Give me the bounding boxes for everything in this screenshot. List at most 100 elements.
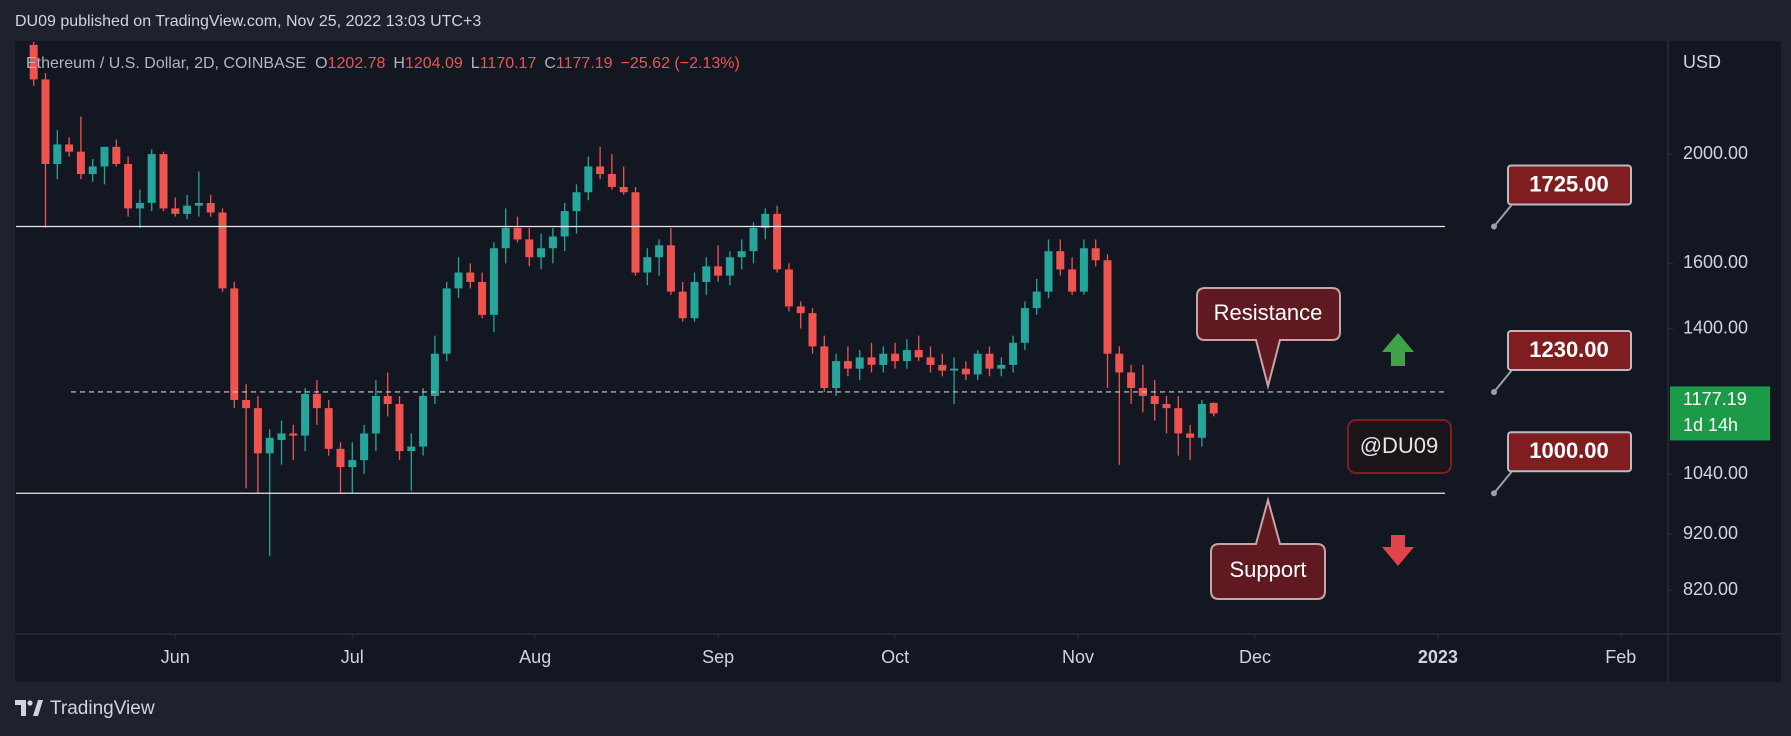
ohlc-value: 1177.19	[556, 55, 613, 72]
level-box	[1507, 329, 1632, 371]
candle-body	[1009, 342, 1018, 365]
ohlc-letter: O	[315, 55, 327, 72]
candle-body	[619, 186, 628, 193]
candle-body	[206, 202, 215, 213]
candle-body	[419, 395, 428, 447]
candle-body	[135, 202, 144, 209]
down-arrow	[1382, 535, 1414, 566]
candle-body	[407, 446, 416, 452]
x-tick-label: Dec	[1239, 647, 1271, 667]
candle-body	[761, 213, 770, 228]
candle-body	[230, 288, 239, 400]
candle-body	[666, 245, 675, 292]
symbol-name: Ethereum / U.S. Dollar, 2D, COINBASE	[26, 55, 306, 72]
candle-body	[159, 154, 168, 209]
last-price: 1177.19	[1683, 389, 1747, 409]
publish-header: DU09 published on TradingView.com, Nov 2…	[15, 13, 481, 30]
candle-body	[88, 166, 97, 175]
footer-logo	[15, 700, 43, 716]
candles	[29, 42, 1218, 556]
candle-body	[1056, 251, 1065, 270]
candle-body	[1209, 402, 1218, 414]
candle-body	[985, 353, 994, 369]
candle-body	[961, 368, 970, 375]
candle-body	[950, 368, 959, 371]
candle-body	[655, 245, 664, 258]
candle-body	[100, 146, 109, 167]
candle-body	[348, 460, 357, 468]
candle-body	[360, 433, 369, 461]
candle-body	[879, 353, 888, 365]
level-pointer	[1493, 203, 1513, 228]
resistance-callout	[1196, 287, 1341, 390]
candle-body	[808, 313, 817, 347]
candle-body	[65, 144, 74, 152]
candle-body	[784, 269, 793, 307]
change-value: −25.62 (−2.13%)	[621, 55, 740, 72]
symbol-legend: Ethereum / U.S. Dollar, 2D, COINBASE O120…	[26, 55, 740, 72]
candle-body	[891, 353, 900, 362]
candle-body	[631, 192, 640, 273]
candle-body	[312, 393, 321, 409]
candle-body	[454, 272, 463, 289]
candle-body	[1020, 308, 1029, 343]
candle-body	[537, 248, 546, 258]
candle-body	[749, 227, 758, 252]
x-tick-label: Aug	[519, 647, 551, 667]
ohlc-letter: C	[544, 55, 556, 72]
levels: 1725.00 1230.00 1000.00	[16, 164, 1632, 497]
level-pointer	[1493, 470, 1513, 494]
candle-body	[1079, 248, 1088, 292]
candle-body	[112, 146, 121, 164]
candle-body	[324, 408, 333, 449]
x-tick-label: Feb	[1605, 647, 1636, 667]
ohlc-value: 1202.78	[328, 55, 386, 72]
watermark: @DU09	[1360, 433, 1439, 458]
candle-body	[820, 346, 829, 388]
candle-body	[466, 272, 475, 282]
candle-body	[277, 433, 286, 440]
candle-body	[1162, 404, 1171, 409]
candle-body	[29, 44, 38, 80]
candle-body	[678, 291, 687, 319]
candle-body	[124, 163, 133, 209]
candle-body	[607, 174, 616, 187]
candle-body	[702, 266, 711, 282]
candle-body	[572, 192, 581, 212]
candle-body	[242, 399, 251, 409]
candle-body	[478, 281, 487, 315]
level-box	[1507, 431, 1632, 473]
candle-body	[430, 353, 439, 396]
candle-body	[76, 151, 85, 175]
level-pointer	[1493, 369, 1513, 393]
x-tick-label: Sep	[702, 647, 734, 667]
candle-body	[1127, 372, 1136, 388]
candle-body	[855, 357, 864, 369]
candle-body	[395, 404, 404, 452]
candle-body	[690, 281, 699, 319]
candle-body	[773, 213, 782, 270]
level-dot	[1491, 388, 1497, 395]
x-tick-label: Oct	[881, 647, 909, 667]
candle-body	[1068, 269, 1077, 292]
candle-body	[914, 350, 923, 358]
level-label: 1230.00	[1529, 337, 1609, 362]
candle-body	[183, 205, 192, 214]
candle-body	[902, 350, 911, 362]
candle-body	[525, 239, 534, 258]
candle-body	[489, 248, 498, 315]
candle-body	[1186, 433, 1195, 438]
candle-body	[1103, 260, 1112, 354]
candle-body	[442, 288, 451, 354]
candle-body	[1150, 395, 1159, 405]
candle-body	[584, 166, 593, 193]
x-tick-label: Jun	[161, 647, 190, 667]
candle-body	[725, 257, 734, 276]
candle-body	[301, 393, 310, 436]
candle-body	[171, 208, 180, 214]
level-dot	[1491, 490, 1497, 497]
y-tick-label: 2000.00	[1683, 143, 1748, 163]
candle-body	[737, 251, 746, 258]
bar-countdown: 1d 14h	[1683, 415, 1738, 435]
candle-body	[643, 257, 652, 273]
